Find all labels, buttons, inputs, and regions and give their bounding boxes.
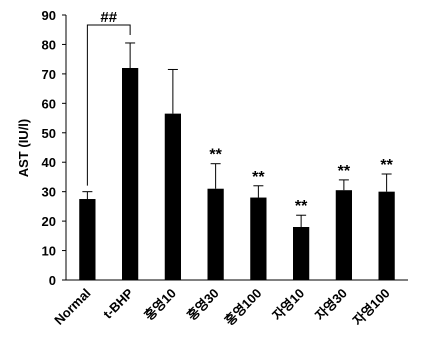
y-tick-label: 60 <box>42 96 56 111</box>
y-tick-label: 20 <box>42 214 56 229</box>
y-tick-label: 90 <box>42 8 56 23</box>
error-bar <box>381 173 392 192</box>
bar <box>335 190 352 280</box>
bar <box>250 197 267 280</box>
significance-label: ** <box>338 163 351 180</box>
error-bar <box>296 214 307 227</box>
x-tick-label: 자영100 <box>350 286 393 329</box>
x-tick-label: 홍영100 <box>222 286 265 329</box>
significance-label: ** <box>380 157 393 174</box>
y-tick-label: 80 <box>42 37 56 52</box>
error-bar <box>82 191 93 200</box>
error-bar <box>125 42 136 68</box>
x-tick-label: 홍영10 <box>141 286 179 324</box>
y-tick-label: 0 <box>49 273 56 288</box>
y-axis-label: AST (IU/l) <box>16 119 31 178</box>
bar <box>293 227 310 280</box>
x-tick-label: 자영10 <box>269 286 307 324</box>
bar <box>79 199 96 280</box>
error-bar <box>338 179 349 191</box>
y-tick-label: 10 <box>42 244 56 259</box>
bar <box>207 188 224 280</box>
bracket-label: ## <box>100 9 117 26</box>
x-tick-label: 자영30 <box>312 286 350 324</box>
x-tick-label: Normal <box>51 286 93 328</box>
significance-label: ** <box>209 147 222 164</box>
y-tick-label: 70 <box>42 67 56 82</box>
error-bar <box>167 68 178 114</box>
x-tick-label: 홍영30 <box>184 286 222 324</box>
bar <box>378 191 395 280</box>
significance-label: ** <box>295 198 308 215</box>
bracket <box>86 24 131 186</box>
bar <box>164 113 181 280</box>
error-bar <box>253 185 264 198</box>
bar <box>122 68 139 280</box>
y-tick-label: 50 <box>42 126 56 141</box>
significance-label: ** <box>252 169 265 186</box>
y-tick-label: 40 <box>42 155 56 170</box>
y-tick-label: 30 <box>42 185 56 200</box>
error-bar <box>210 163 221 189</box>
x-tick-label: t-BHP <box>100 285 136 321</box>
